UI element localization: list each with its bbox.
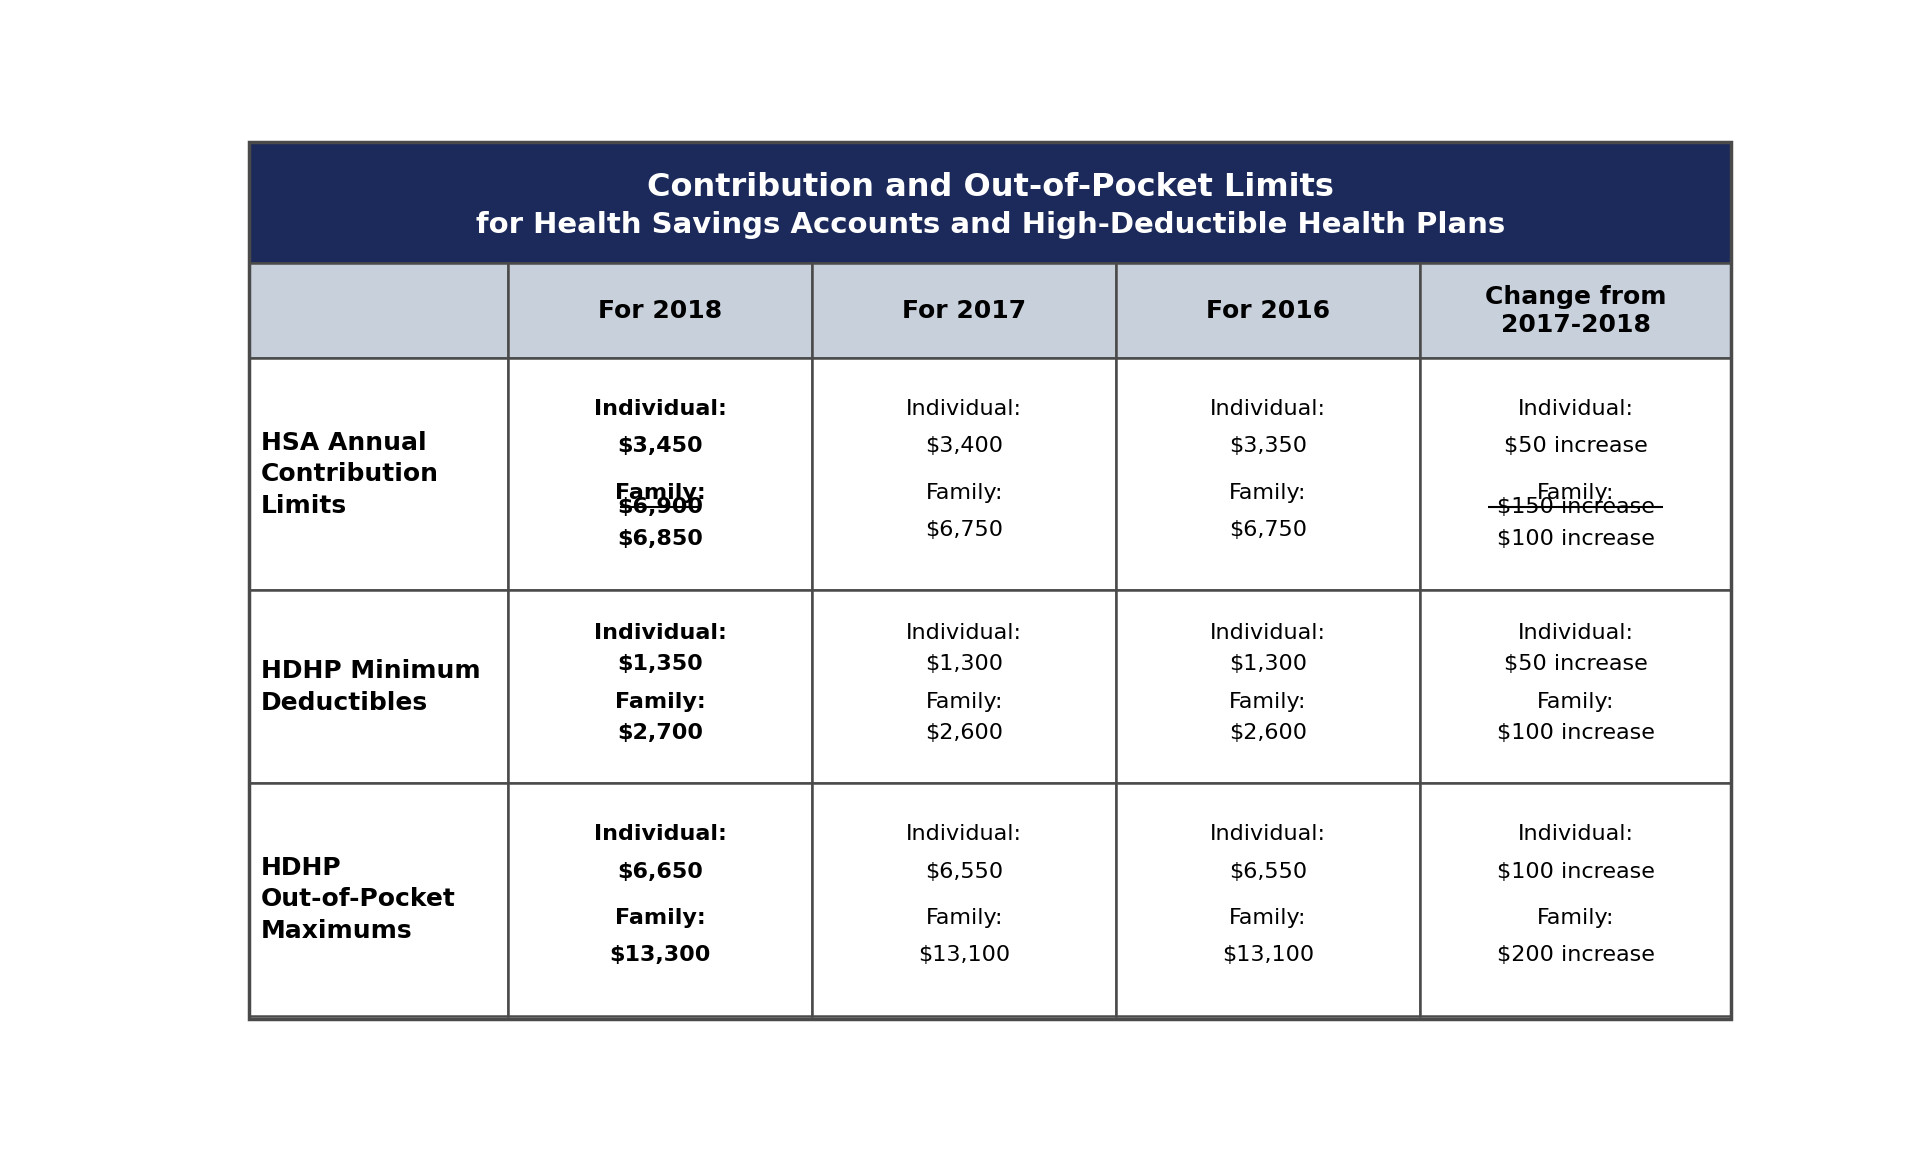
Text: $13,100: $13,100 — [918, 945, 1010, 965]
Bar — [811, 358, 1117, 590]
Text: Individual:: Individual: — [906, 399, 1022, 420]
Bar — [1117, 263, 1420, 358]
Text: Individual:: Individual: — [593, 399, 726, 420]
Text: $100 increase: $100 increase — [1497, 861, 1654, 882]
Text: $6,750: $6,750 — [1229, 520, 1308, 540]
Text: For 2016: For 2016 — [1206, 299, 1329, 323]
Text: $6,850: $6,850 — [618, 529, 703, 550]
Text: $2,600: $2,600 — [925, 723, 1003, 743]
Bar — [1117, 358, 1420, 590]
Text: Family:: Family: — [1538, 908, 1615, 928]
Text: HDHP Minimum
Deductibles: HDHP Minimum Deductibles — [261, 659, 481, 714]
Bar — [508, 783, 811, 1015]
Text: $2,700: $2,700 — [618, 723, 703, 743]
Text: HSA Annual
Contribution
Limits: HSA Annual Contribution Limits — [261, 430, 439, 518]
Text: Family:: Family: — [1229, 483, 1306, 503]
Text: $200 increase: $200 increase — [1497, 945, 1654, 965]
Text: $50 increase: $50 increase — [1503, 653, 1648, 674]
Text: $3,400: $3,400 — [925, 436, 1003, 457]
Text: $50 increase: $50 increase — [1503, 436, 1648, 457]
Text: Individual:: Individual: — [593, 623, 726, 643]
Text: $100 increase: $100 increase — [1497, 723, 1654, 743]
Bar — [811, 783, 1117, 1015]
Text: $6,900: $6,900 — [618, 497, 703, 516]
Text: Family:: Family: — [1538, 692, 1615, 712]
Text: Family:: Family: — [925, 692, 1003, 712]
Text: Individual:: Individual: — [593, 825, 726, 844]
Bar — [1117, 783, 1420, 1015]
Bar — [1420, 783, 1731, 1015]
Text: Individual:: Individual: — [1209, 825, 1325, 844]
Text: $13,300: $13,300 — [611, 945, 711, 965]
Text: Family:: Family: — [925, 483, 1003, 503]
Text: Change from
2017-2018: Change from 2017-2018 — [1486, 285, 1667, 337]
Bar — [811, 590, 1117, 783]
Text: Individual:: Individual: — [1519, 825, 1634, 844]
Text: Individual:: Individual: — [1519, 399, 1634, 420]
Bar — [508, 358, 811, 590]
Text: for Health Savings Accounts and High-Deductible Health Plans: for Health Savings Accounts and High-Ded… — [475, 210, 1505, 239]
Bar — [249, 263, 508, 358]
Bar — [1420, 263, 1731, 358]
Text: $6,550: $6,550 — [925, 861, 1003, 882]
Text: Family:: Family: — [925, 908, 1003, 928]
Text: Individual:: Individual: — [1209, 623, 1325, 643]
Bar — [1117, 590, 1420, 783]
Text: $1,300: $1,300 — [925, 653, 1003, 674]
Text: Contribution and Out-of-Pocket Limits: Contribution and Out-of-Pocket Limits — [647, 171, 1333, 202]
Bar — [249, 358, 508, 590]
Text: Individual:: Individual: — [906, 623, 1022, 643]
Text: $3,450: $3,450 — [618, 436, 703, 457]
Bar — [508, 263, 811, 358]
Text: Family:: Family: — [614, 692, 705, 712]
Bar — [1420, 590, 1731, 783]
Text: $6,550: $6,550 — [1229, 861, 1308, 882]
Text: Family:: Family: — [1229, 908, 1306, 928]
Text: Family:: Family: — [1538, 483, 1615, 503]
Text: $1,300: $1,300 — [1229, 653, 1308, 674]
Text: $6,750: $6,750 — [925, 520, 1003, 540]
Text: Family:: Family: — [614, 483, 705, 503]
Text: Individual:: Individual: — [906, 825, 1022, 844]
Text: For 2018: For 2018 — [599, 299, 723, 323]
Bar — [249, 143, 1731, 263]
Text: $100 increase: $100 increase — [1497, 529, 1654, 550]
Bar — [249, 783, 508, 1015]
Text: For 2017: For 2017 — [902, 299, 1026, 323]
Text: $1,350: $1,350 — [618, 653, 703, 674]
Text: Individual:: Individual: — [1209, 399, 1325, 420]
Bar — [249, 590, 508, 783]
Text: $2,600: $2,600 — [1229, 723, 1308, 743]
Text: $3,350: $3,350 — [1229, 436, 1308, 457]
Bar — [508, 590, 811, 783]
Text: Family:: Family: — [1229, 692, 1306, 712]
Text: $13,100: $13,100 — [1223, 945, 1314, 965]
Bar — [1420, 358, 1731, 590]
Text: HDHP
Out-of-Pocket
Maximums: HDHP Out-of-Pocket Maximums — [261, 856, 456, 943]
Text: Family:: Family: — [614, 908, 705, 928]
Text: $6,650: $6,650 — [618, 861, 703, 882]
Bar — [811, 263, 1117, 358]
Text: Individual:: Individual: — [1519, 623, 1634, 643]
Text: $150 increase: $150 increase — [1497, 497, 1654, 516]
